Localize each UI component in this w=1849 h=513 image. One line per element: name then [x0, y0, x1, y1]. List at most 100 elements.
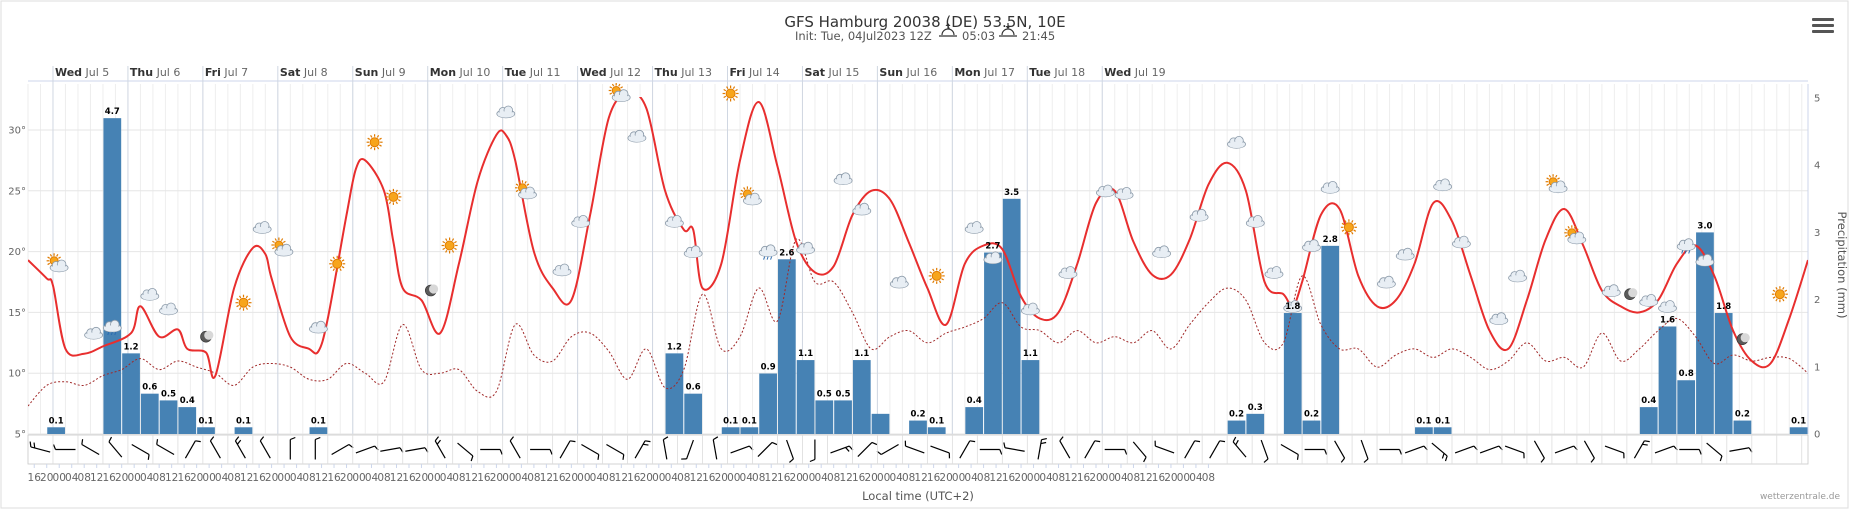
cloud-icon: [1096, 184, 1115, 198]
precip-bar: [1415, 427, 1433, 434]
wind-barb-icon: [662, 436, 669, 460]
cloud-icon: [852, 202, 872, 216]
precip-bar: [1733, 420, 1752, 434]
hour-tick-label: 08: [78, 472, 91, 484]
cloud-fill: [1022, 308, 1039, 315]
wind-barb-icon: [1679, 448, 1702, 455]
moon-icon: [200, 330, 214, 343]
cloud-fill: [85, 332, 102, 339]
precipitation-labels: 0.14.71.20.60.50.40.1 0.1 0.11.20.60.1 0.10…: [49, 107, 1807, 426]
hour-tick-label: 08: [227, 472, 240, 484]
cloud-shape: [852, 202, 872, 216]
wind-barb-icon: [1154, 440, 1175, 454]
sun-ray: [47, 256, 51, 259]
cloud-icon: [1377, 275, 1396, 289]
wind-feather: [1719, 455, 1723, 462]
precip-value-label: 0.2: [1304, 410, 1319, 420]
precip-tick-label: 5: [1814, 94, 1820, 105]
wind-feather: [1340, 457, 1346, 463]
wind-shaft: [786, 439, 794, 460]
rain-drop: [1681, 250, 1684, 254]
sun-ray: [929, 278, 933, 281]
wind-feather: [663, 436, 669, 441]
wind-feather: [771, 441, 778, 446]
sun-ray: [341, 259, 345, 262]
sun-disc: [332, 258, 343, 269]
cloud-icon: [683, 245, 703, 259]
wind-barb-icon: [559, 440, 576, 459]
hamburger-menu-icon[interactable]: [1812, 18, 1834, 38]
cloud-shape: [1227, 135, 1246, 149]
wind-barb-icon: [634, 440, 651, 459]
sun-ray: [451, 238, 455, 242]
cloud-fill: [254, 226, 271, 234]
cloud-icon: [1452, 235, 1471, 249]
sun-ray: [1546, 177, 1550, 180]
wind-shaft: [1633, 440, 1645, 459]
day-label: Tue Jul 11: [505, 66, 561, 79]
day-date: Jul 8: [300, 66, 327, 79]
day-label: Wed Jul 19: [1104, 66, 1165, 79]
day-weekday: Tue: [505, 66, 527, 79]
sun-ray: [1546, 183, 1550, 186]
hour-tick-label: 12: [390, 472, 403, 484]
cloud-fill: [834, 178, 852, 185]
wind-shaft: [1431, 442, 1448, 457]
sun-ray: [445, 249, 448, 253]
wind-barb-icon: [959, 440, 976, 459]
sun-ray: [395, 189, 398, 193]
wind-barb-icon: [1104, 448, 1128, 455]
precip-bar: [815, 400, 834, 434]
hour-tick-label: 08: [1052, 472, 1065, 484]
hour-tick-label: 00: [877, 472, 890, 484]
hour-tick-label: 08: [452, 472, 465, 484]
wind-shaft: [331, 443, 350, 456]
wind-shaft: [959, 440, 971, 459]
sun-ray: [329, 259, 333, 262]
cloud-shape: [796, 241, 815, 255]
sun-ray: [332, 268, 335, 272]
sun-ray: [339, 268, 342, 272]
sun-ray: [280, 238, 284, 241]
wind-feather: [1642, 443, 1648, 446]
temp-tick-label: 30°: [8, 126, 26, 137]
hour-tick-label: 04: [889, 472, 903, 484]
hour-tick-label: 12: [465, 472, 478, 484]
cloud-fill: [553, 269, 571, 276]
sun-ray: [518, 181, 521, 184]
cloud-fill: [1059, 271, 1077, 279]
cloud-shape: [1452, 235, 1471, 249]
precip-value-label: 3.0: [1697, 221, 1712, 231]
wind-shaft: [509, 440, 521, 459]
wind-feather: [209, 436, 215, 442]
wind-shaft: [1059, 440, 1071, 459]
sun-ray: [751, 189, 755, 192]
hour-tick-label: 20: [790, 472, 803, 484]
hour-tick-label: 16: [852, 472, 866, 484]
hour-tick-label: 12: [1139, 472, 1152, 484]
hour-tick-label: 08: [527, 472, 540, 484]
hour-tick-label: 08: [902, 472, 915, 484]
sun-ray: [1353, 229, 1357, 232]
precip-value-label: 1.6: [1660, 315, 1675, 325]
wind-shaft: [234, 440, 246, 459]
cloud-shape: [1302, 239, 1321, 252]
hour-tick-label: 04: [440, 472, 454, 484]
hour-tick-label: 00: [652, 472, 665, 484]
precip-bar: [927, 427, 946, 434]
temp-tick-label: 25°: [8, 186, 26, 197]
cloud-fill: [1265, 271, 1283, 279]
day-date: Jul 15: [825, 66, 859, 79]
hour-tick-label: 20: [115, 472, 128, 484]
sun-ray: [236, 298, 240, 301]
hour-tick-label: 08: [677, 472, 690, 484]
precip-bar: [122, 353, 140, 434]
sun-ray: [941, 278, 944, 281]
sun-ray: [238, 307, 242, 310]
cloud-fill: [519, 192, 536, 199]
wind-barb-icon: [434, 436, 446, 459]
hour-tick-label: 08: [602, 472, 615, 484]
hour-tick-label: 20: [640, 472, 653, 484]
wind-barb-icon: [184, 440, 201, 459]
cloud-shape: [1489, 312, 1509, 325]
